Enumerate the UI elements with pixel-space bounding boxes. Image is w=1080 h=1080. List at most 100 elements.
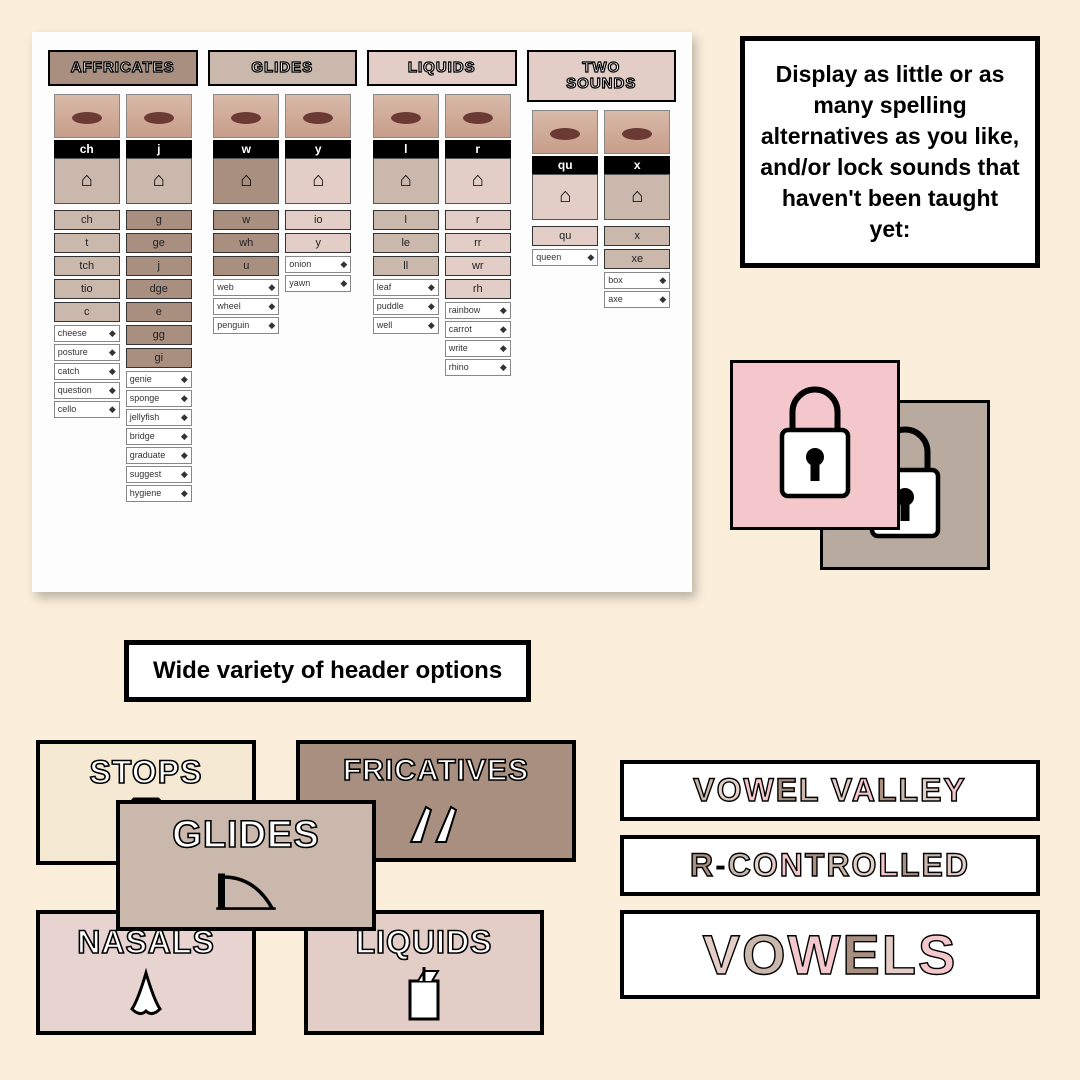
category-header: AFFRICATES <box>48 50 198 86</box>
spelling-chip: ge <box>126 233 192 253</box>
example-word-card: axe◆ <box>604 291 670 308</box>
spelling-chip: gi <box>126 348 192 368</box>
lock-examples <box>730 360 990 570</box>
sound-key-label: qu <box>532 156 598 174</box>
example-word-card: cheese◆ <box>54 325 120 342</box>
key-picture: ⌂ <box>532 174 598 220</box>
header-card-pile: STOPSFRICATIVESGLIDESNASALSLIQUIDS <box>36 720 576 1040</box>
example-word-card: write◆ <box>445 340 511 357</box>
spelling-chip: ll <box>373 256 439 276</box>
sound-key-label: j <box>126 140 192 158</box>
example-word-card: suggest◆ <box>126 466 192 483</box>
mouth-photo <box>213 94 279 138</box>
example-word-card: hygiene◆ <box>126 485 192 502</box>
mouth-photo <box>285 94 351 138</box>
spelling-chip: t <box>54 233 120 253</box>
example-word-card: graduate◆ <box>126 447 192 464</box>
sound-column-r: r⌂rrrwrrhrainbow◆carrot◆write◆rhino◆ <box>445 94 511 378</box>
mouth-photo <box>373 94 439 138</box>
title-strip-vowel-valley: VOWEL VALLEY <box>620 760 1040 821</box>
category-liquids: LIQUIDSl⌂llellleaf◆puddle◆well◆r⌂rrrwrrh… <box>367 50 517 504</box>
lock-card <box>730 360 900 530</box>
example-word-card: rainbow◆ <box>445 302 511 319</box>
spelling-chip: qu <box>532 226 598 246</box>
example-word-card: sponge◆ <box>126 390 192 407</box>
title-strips: VOWEL VALLEY R-CONTROLLED VOWELS <box>620 760 1040 999</box>
sound-column-x: x⌂xxebox◆axe◆ <box>604 110 670 310</box>
key-picture: ⌂ <box>373 158 439 204</box>
title-strip-vowels: VOWELS <box>620 910 1040 999</box>
sound-column-qu: qu⌂ququeen◆ <box>532 110 598 310</box>
example-word-card: catch◆ <box>54 363 120 380</box>
example-word-card: jellyfish◆ <box>126 409 192 426</box>
spelling-chip: w <box>213 210 279 230</box>
sound-column-ch: ch⌂chttchtioccheese◆posture◆catch◆questi… <box>54 94 120 504</box>
mouth-photo <box>54 94 120 138</box>
spelling-chip: io <box>285 210 351 230</box>
sound-key-label: w <box>213 140 279 158</box>
sound-key-label: ch <box>54 140 120 158</box>
spelling-chip: e <box>126 302 192 322</box>
example-word-card: web◆ <box>213 279 279 296</box>
spelling-chip: dge <box>126 279 192 299</box>
example-word-card: box◆ <box>604 272 670 289</box>
spelling-chip: y <box>285 233 351 253</box>
spelling-chip: c <box>54 302 120 322</box>
example-word-card: cello◆ <box>54 401 120 418</box>
key-picture: ⌂ <box>604 174 670 220</box>
spelling-chip: tio <box>54 279 120 299</box>
spelling-chip: j <box>126 256 192 276</box>
spelling-chip: r <box>445 210 511 230</box>
spelling-chip: tch <box>54 256 120 276</box>
example-word-card: penguin◆ <box>213 317 279 334</box>
sound-key-label: r <box>445 140 511 158</box>
spelling-chip: xe <box>604 249 670 269</box>
example-word-card: bridge◆ <box>126 428 192 445</box>
mouth-photo <box>445 94 511 138</box>
example-word-card: posture◆ <box>54 344 120 361</box>
spelling-chip: u <box>213 256 279 276</box>
sound-column-j: j⌂ggejdgeegggigenie◆sponge◆jellyfish◆bri… <box>126 94 192 504</box>
example-word-card: rhino◆ <box>445 359 511 376</box>
spelling-chip: x <box>604 226 670 246</box>
spelling-chip: rh <box>445 279 511 299</box>
category-columns: AFFRICATESch⌂chttchtioccheese◆posture◆ca… <box>48 50 676 504</box>
example-word-card: leaf◆ <box>373 279 439 296</box>
spelling-chip: ch <box>54 210 120 230</box>
example-word-card: queen◆ <box>532 249 598 266</box>
mouth-photo <box>126 94 192 138</box>
example-word-card: carrot◆ <box>445 321 511 338</box>
key-picture: ⌂ <box>126 158 192 204</box>
example-word-card: genie◆ <box>126 371 192 388</box>
header-options-caption: Wide variety of header options <box>124 640 531 702</box>
key-picture: ⌂ <box>54 158 120 204</box>
example-word-card: onion◆ <box>285 256 351 273</box>
spelling-chip: l <box>373 210 439 230</box>
sound-column-y: y⌂ioyonion◆yawn◆ <box>285 94 351 336</box>
spelling-chip: le <box>373 233 439 253</box>
sound-column-l: l⌂llellleaf◆puddle◆well◆ <box>373 94 439 378</box>
category-two-sounds: TWOSOUNDSqu⌂ququeen◆x⌂xxebox◆axe◆ <box>527 50 677 504</box>
category-glides: GLIDESw⌂wwhuweb◆wheel◆penguin◆y⌂ioyonion… <box>208 50 358 504</box>
mouth-photo <box>604 110 670 154</box>
key-picture: ⌂ <box>213 158 279 204</box>
example-word-card: yawn◆ <box>285 275 351 292</box>
spelling-chip: rr <box>445 233 511 253</box>
category-affricates: AFFRICATESch⌂chttchtioccheese◆posture◆ca… <box>48 50 198 504</box>
sound-key-label: y <box>285 140 351 158</box>
info-callout: Display as little or as many spelling al… <box>740 36 1040 268</box>
example-word-card: wheel◆ <box>213 298 279 315</box>
spelling-chip: gg <box>126 325 192 345</box>
category-header: TWOSOUNDS <box>527 50 677 102</box>
spelling-chip: g <box>126 210 192 230</box>
header-card-glides: GLIDES <box>116 800 376 931</box>
sound-column-w: w⌂wwhuweb◆wheel◆penguin◆ <box>213 94 279 336</box>
sound-key-label: x <box>604 156 670 174</box>
key-picture: ⌂ <box>285 158 351 204</box>
mouth-photo <box>532 110 598 154</box>
title-strip-r-controlled: R-CONTROLLED <box>620 835 1040 896</box>
sound-key-label: l <box>373 140 439 158</box>
example-word-card: well◆ <box>373 317 439 334</box>
spelling-chip: wr <box>445 256 511 276</box>
example-word-card: question◆ <box>54 382 120 399</box>
